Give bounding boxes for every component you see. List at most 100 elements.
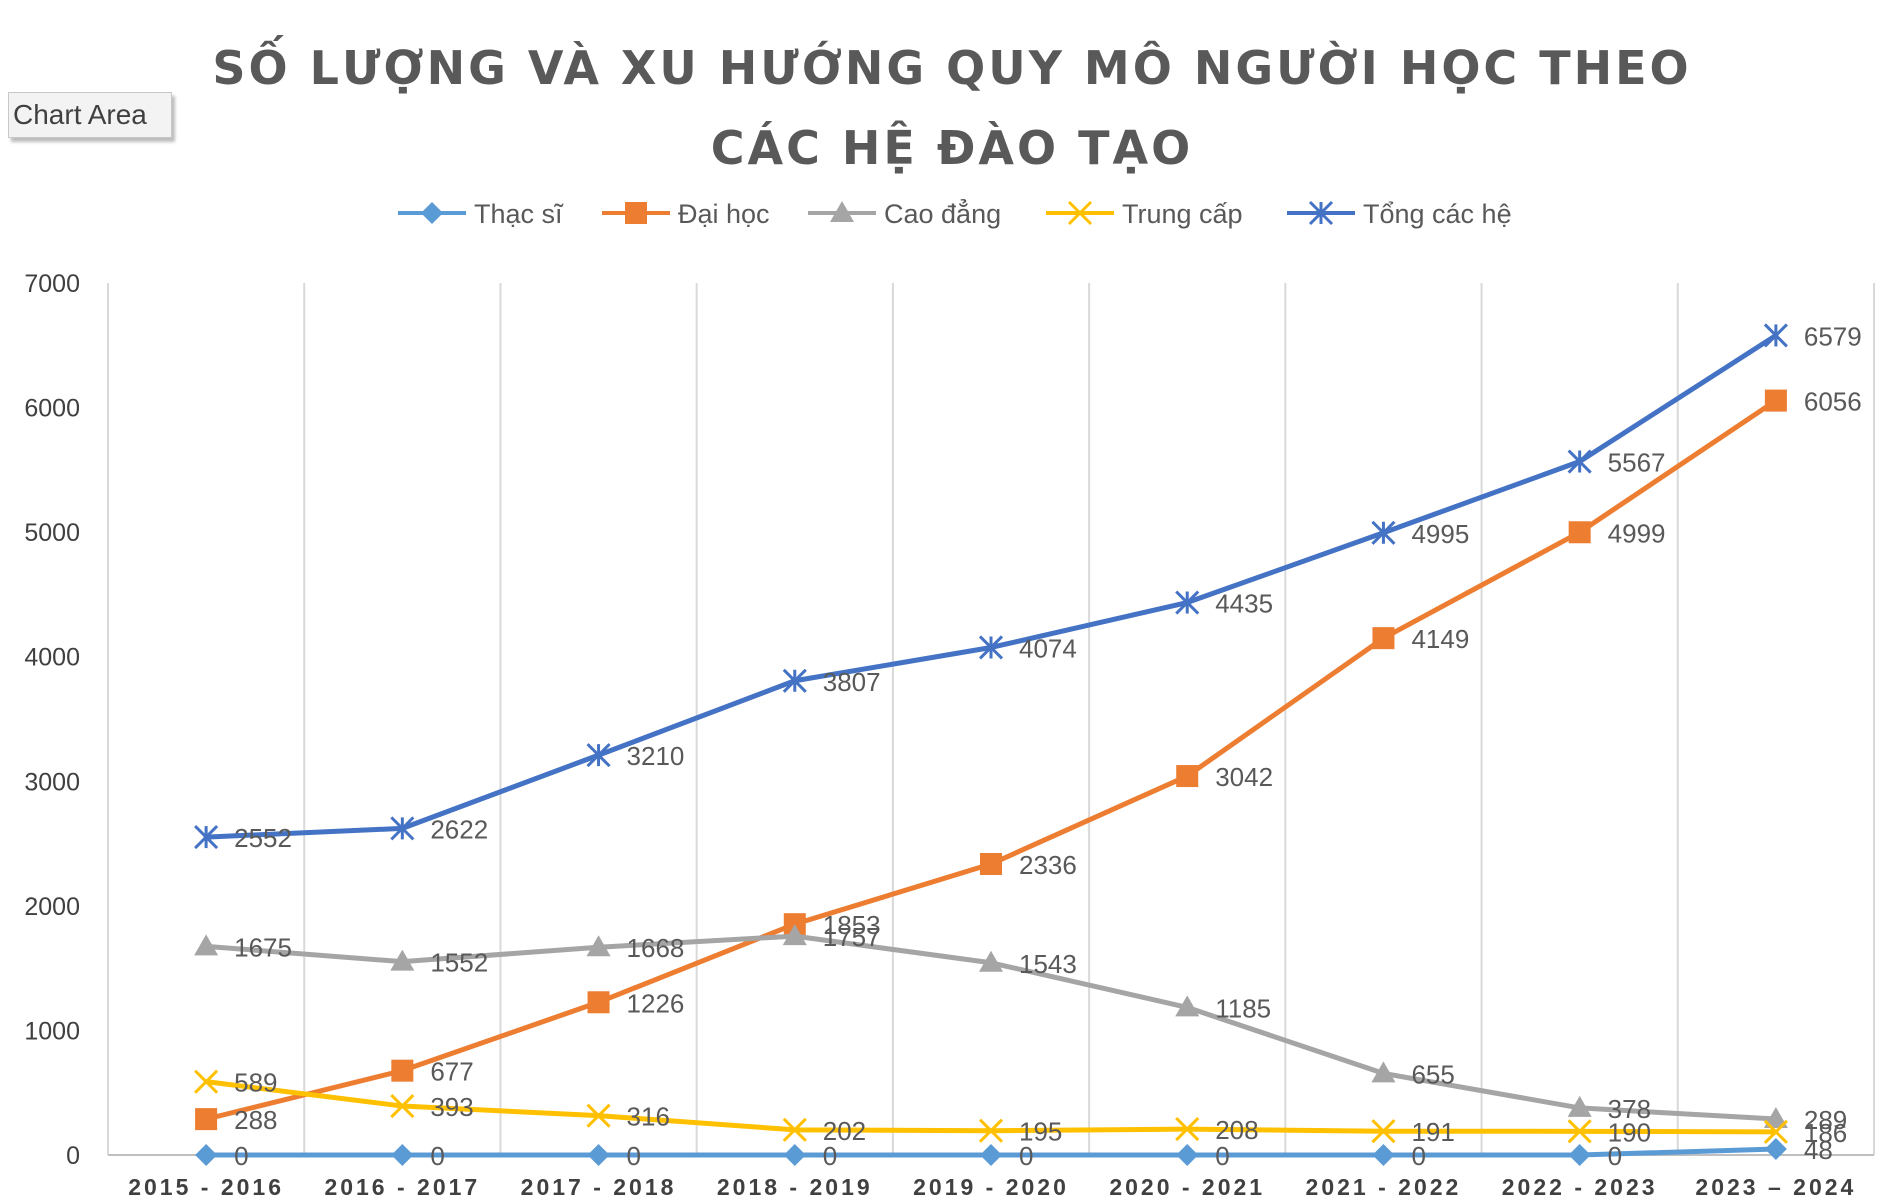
data-label: 191 [1411, 1117, 1454, 1147]
data-point [783, 1144, 806, 1166]
x-tick-label: 2021 - 2022 [1306, 1174, 1462, 1200]
series-cao-dang: 1675 1552 1668 1757 1543 1185 655 378 289 [194, 922, 1847, 1135]
chart-title: SỐ LƯỢNG VÀ XU HƯỚNG QUY MÔ NGƯỜI HỌC TH… [0, 28, 1904, 188]
y-tick-label: 7000 [24, 270, 80, 298]
data-label: 1552 [430, 948, 488, 978]
legend-label: Tổng các hệ [1363, 199, 1512, 229]
y-tick-label: 1000 [24, 1017, 80, 1045]
data-point [1567, 1095, 1592, 1117]
data-label: 3210 [627, 741, 685, 771]
data-label: 0 [823, 1141, 837, 1171]
x-tick-label: 2019 - 2020 [913, 1174, 1069, 1200]
data-point [979, 950, 1003, 972]
data-label: 3807 [823, 667, 881, 697]
data-label: 4995 [1411, 519, 1469, 549]
marker-stroke [1763, 1119, 1788, 1144]
data-point [390, 1093, 415, 1119]
series-tong-cac-he: 2552 2622 3210 3807 4074 4435 4995 5567 6579 [194, 321, 1862, 853]
data-point [980, 1144, 1002, 1166]
x-tick-label: 2020 - 2021 [1109, 1174, 1265, 1200]
data-label: 6579 [1804, 321, 1862, 351]
series-trung-cap: 589 393 316 202 195 208 191 190 186 [194, 1068, 1847, 1148]
data-label: 2552 [234, 823, 292, 853]
data-label: 3042 [1215, 762, 1273, 792]
data-point [586, 1103, 611, 1128]
data-point [1763, 323, 1788, 348]
marker-stroke [1067, 200, 1093, 226]
data-point [1568, 1144, 1591, 1166]
data-label: 1853 [823, 910, 881, 940]
data-point [1175, 995, 1200, 1017]
data-point [1176, 765, 1199, 788]
legend-label: Thạc sĩ [474, 199, 564, 229]
chart-area-tooltip: Chart Area [8, 92, 172, 138]
data-point [391, 1144, 414, 1166]
y-tick-label: 6000 [24, 395, 80, 423]
chart-title-line-2: CÁC HỆ ĐÀO TẠO [710, 121, 1194, 175]
data-label: 195 [1019, 1117, 1062, 1147]
data-point [391, 1059, 414, 1082]
data-label: 1226 [627, 988, 685, 1018]
data-point [194, 825, 219, 850]
data-point [1372, 1144, 1395, 1166]
data-label: 288 [234, 1105, 277, 1135]
data-point [194, 934, 219, 956]
data-point [195, 1108, 218, 1131]
data-point [421, 202, 443, 224]
legend-item: Cao đẳng [808, 197, 1001, 229]
data-label: 1543 [1019, 949, 1077, 979]
data-point [1175, 1117, 1200, 1142]
legend: Thạc sĩ Đại học Cao đẳng Trung cấp Tổng các … [398, 197, 1512, 229]
data-point [1567, 449, 1592, 474]
data-label: 1757 [823, 922, 881, 952]
data-point [1371, 1061, 1396, 1083]
y-tick-label: 4000 [24, 644, 80, 672]
data-point [830, 201, 854, 222]
marker-stroke [1175, 1117, 1200, 1142]
marker-stroke [390, 1093, 415, 1119]
legend-item: Đại học [602, 199, 770, 229]
data-point [978, 635, 1004, 660]
y-tick-label: 5000 [24, 519, 80, 547]
data-point [1372, 627, 1395, 650]
data-point [390, 816, 415, 841]
y-tick-label: 0 [66, 1142, 80, 1170]
y-axis: 0 1000 2000 3000 4000 5000 6000 7000 [24, 270, 80, 1170]
x-tick-label: 2018 - 2019 [717, 1174, 873, 1200]
data-label: 4435 [1215, 589, 1273, 619]
marker-stroke [978, 1118, 1004, 1143]
data-label: 6056 [1804, 387, 1862, 417]
data-point [782, 1117, 807, 1142]
data-label: 589 [234, 1068, 277, 1098]
marker-stroke [586, 1103, 611, 1128]
data-label: 289 [1804, 1105, 1847, 1135]
x-tick-label: 2023 – 2024 [1695, 1174, 1856, 1200]
marker-stroke [1567, 1119, 1592, 1144]
chart-title-line-1: SỐ LƯỢNG VÀ XU HƯỚNG QUY MÔ NGƯỜI HỌC TH… [212, 41, 1692, 95]
legend-label: Cao đẳng [884, 197, 1001, 229]
data-label: 190 [1608, 1117, 1651, 1147]
data-point [587, 991, 610, 1014]
marker-stroke [194, 1069, 219, 1094]
data-label: 0 [430, 1141, 444, 1171]
legend-label: Đại học [678, 199, 770, 229]
data-label: 202 [823, 1116, 866, 1146]
data-label: 2336 [1019, 850, 1077, 880]
legend-item: Tổng các hệ [1287, 199, 1512, 229]
gridlines [107, 283, 1875, 1155]
data-point [978, 1118, 1004, 1143]
data-point [625, 202, 647, 224]
y-tick-label: 2000 [24, 893, 80, 921]
data-point [782, 668, 807, 693]
data-label: 0 [234, 1141, 248, 1171]
x-tick-label: 2017 - 2018 [521, 1174, 677, 1200]
data-label: 2622 [430, 814, 488, 844]
legend-item: Thạc sĩ [398, 199, 564, 229]
data-point [1763, 1106, 1788, 1128]
x-axis: 2015 - 2016 2016 - 2017 2017 - 2018 2018 - … [128, 1174, 1856, 1200]
series-line [203, 398, 1779, 1122]
data-label: 208 [1215, 1115, 1258, 1145]
legend-item: Trung cấp [1046, 199, 1243, 229]
data-point [586, 743, 611, 768]
